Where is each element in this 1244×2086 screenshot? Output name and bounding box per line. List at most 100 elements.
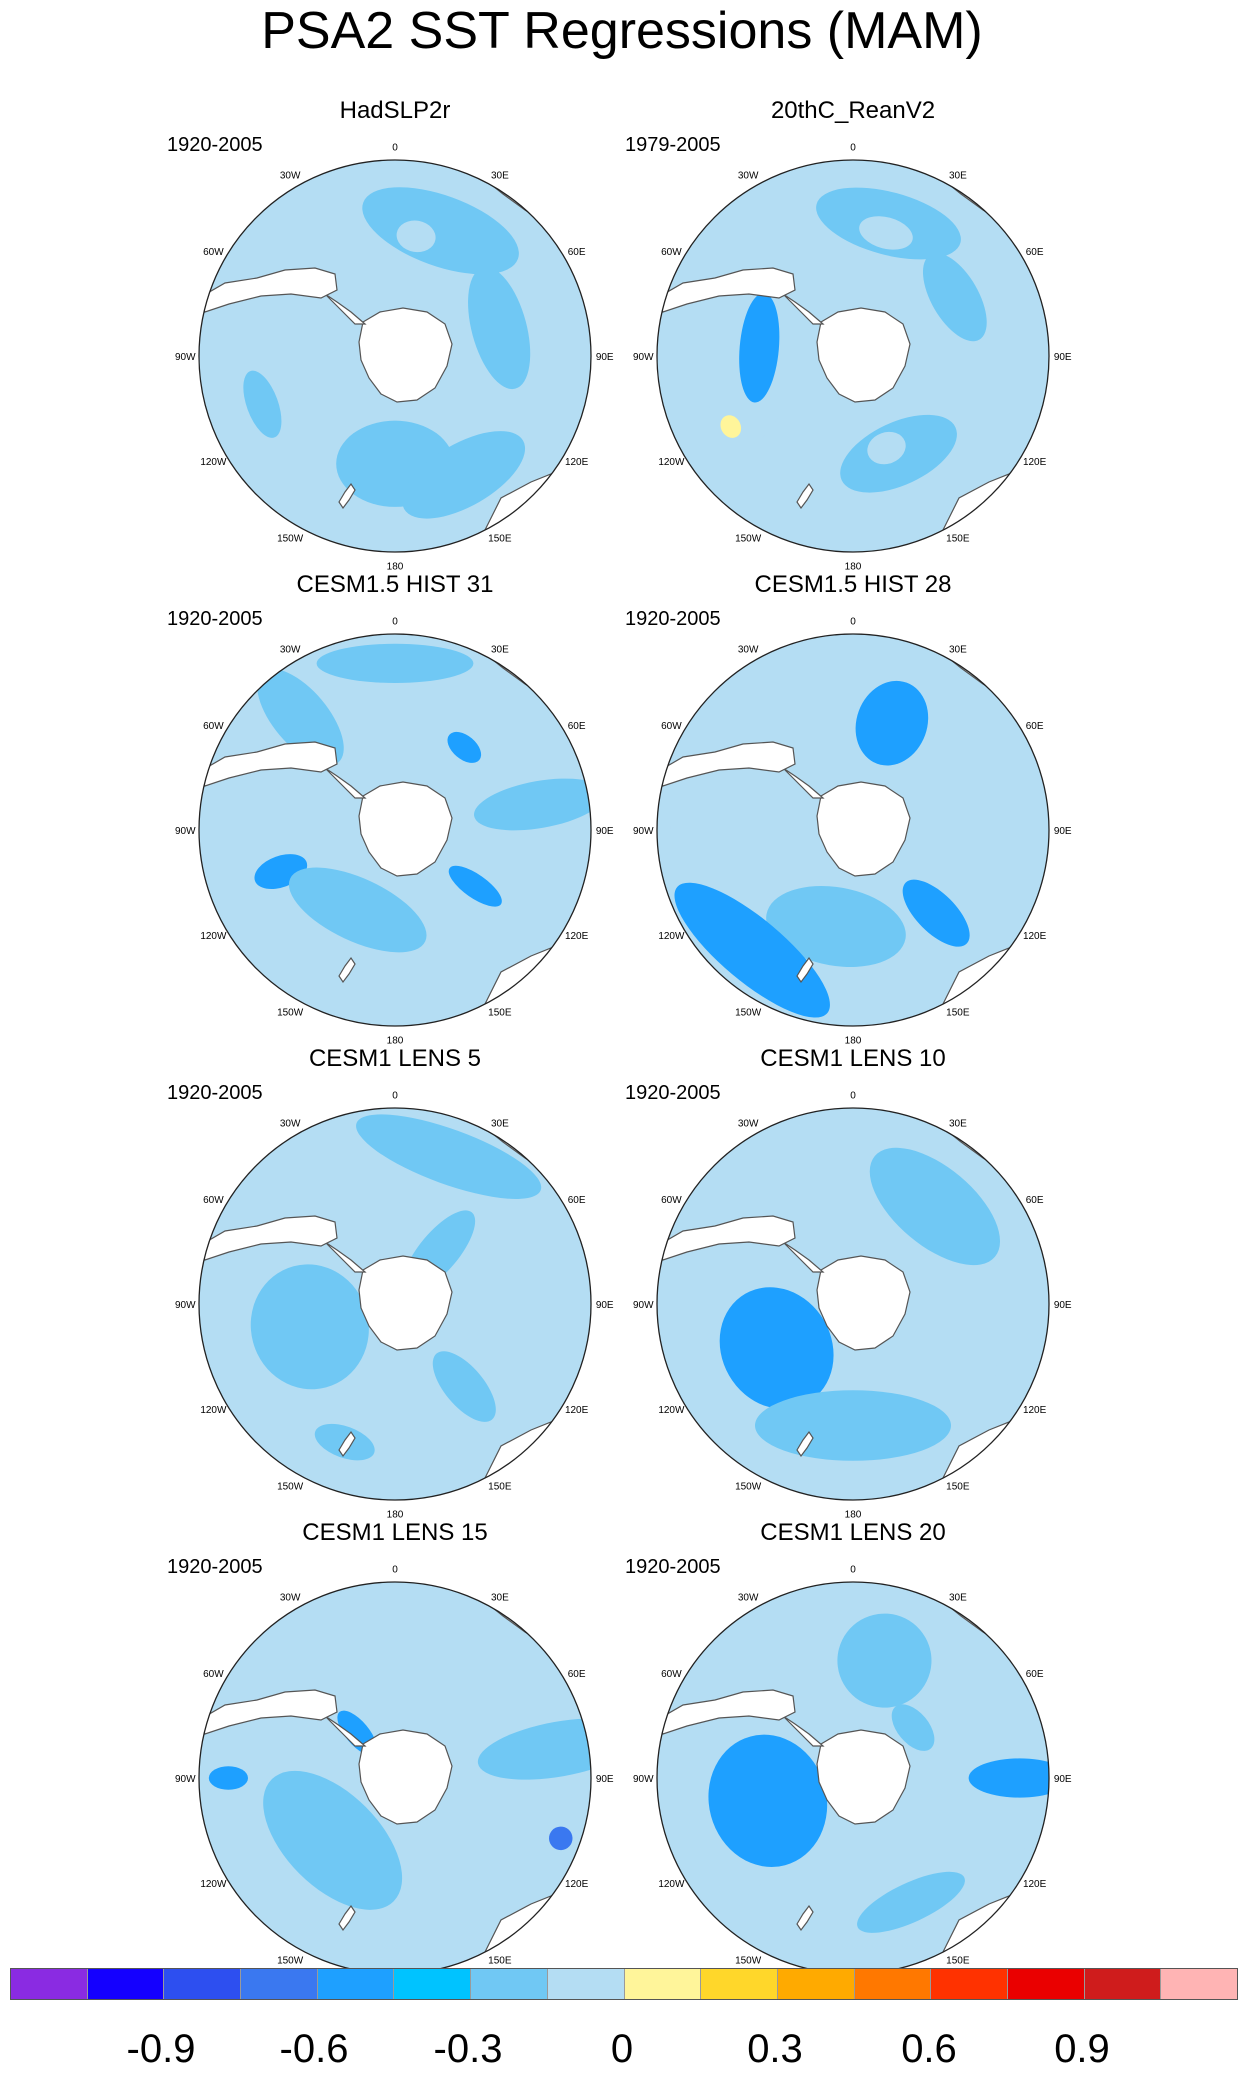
longitude-label: 60E <box>568 1669 586 1680</box>
longitude-label: 120W <box>200 931 227 942</box>
longitude-label: 60W <box>203 721 224 732</box>
longitude-label: 60E <box>1026 1669 1044 1680</box>
sst-anomaly-region <box>243 370 282 438</box>
longitude-label: 90W <box>175 1300 196 1311</box>
panel-title: HadSLP2r <box>339 97 451 124</box>
longitude-label: 120E <box>565 1879 589 1890</box>
land-peninsula <box>782 1715 825 1747</box>
longitude-label: 120E <box>1023 1879 1047 1890</box>
longitude-label: 180 <box>387 1510 404 1521</box>
longitude-label: 120W <box>658 931 685 942</box>
longitude-label: 120W <box>658 1405 685 1416</box>
longitude-label: 0 <box>392 1564 398 1575</box>
longitude-label: 150W <box>735 1008 762 1019</box>
longitude-label: 150E <box>946 1956 970 1967</box>
longitude-label: 30W <box>280 644 301 655</box>
panel-title: 20thC_ReanV2 <box>770 97 936 124</box>
land-newZealand <box>338 1430 356 1458</box>
longitude-label: 90W <box>633 826 654 837</box>
longitude-label: 0 <box>392 616 398 627</box>
colorbar-swatch <box>931 1968 1008 2000</box>
longitude-label: 120W <box>200 1405 227 1416</box>
period-label: 1979-2005 <box>625 134 721 156</box>
land-newZealand <box>796 1430 814 1458</box>
map-border <box>656 633 1050 1027</box>
sst-anomaly-region <box>208 1766 248 1790</box>
longitude-label: 180 <box>387 1036 404 1047</box>
land-peninsula <box>782 1241 825 1273</box>
sst-anomaly-region <box>448 865 502 907</box>
longitude-label: 180 <box>845 1036 862 1047</box>
panel-title: CESM1 LENS 10 <box>760 1045 946 1072</box>
sst-anomaly-region <box>288 867 427 953</box>
colorbar-tick-label: 0.6 <box>901 2027 957 2071</box>
longitude-label: 120W <box>200 1879 227 1890</box>
colorbar-swatch <box>1084 1968 1162 2000</box>
map-border <box>198 633 592 1027</box>
sst-anomaly-region <box>549 1826 573 1851</box>
panel-title: CESM1.5 HIST 31 <box>296 571 494 598</box>
longitude-label: 60W <box>203 247 224 258</box>
longitude-label: 120E <box>565 457 589 468</box>
land-newZealand <box>796 1904 814 1932</box>
sst-anomaly-region <box>474 778 591 831</box>
colorbar-swatch <box>10 1968 88 2000</box>
longitude-label: 0 <box>850 616 856 627</box>
sst-anomaly-region <box>922 253 987 342</box>
map-panel: HadSLP2r 1920-2005 0 30E 60E 90E 120E 150E 180… <box>165 98 625 573</box>
colorbar-tick-label: -0.9 <box>126 2027 196 2071</box>
sst-anomaly-region <box>396 220 436 253</box>
land-southAmerica <box>199 1689 338 1735</box>
longitude-label: 60E <box>1026 247 1044 258</box>
longitude-label: 150E <box>488 1956 512 1967</box>
period-label: 1920-2005 <box>167 1556 263 1578</box>
land-antarctica <box>816 1255 911 1351</box>
longitude-label: 120E <box>1023 457 1047 468</box>
land-southAmerica <box>199 741 338 787</box>
longitude-label: 60W <box>661 247 682 258</box>
longitude-label: 90E <box>1054 1300 1072 1311</box>
longitude-label: 90W <box>633 1774 654 1785</box>
longitude-label: 150E <box>946 1008 970 1019</box>
panel-title: CESM1.5 HIST 28 <box>754 571 952 598</box>
longitude-label: 150W <box>735 1956 762 1967</box>
sst-anomaly-region <box>316 643 474 683</box>
map-panel: CESM1 LENS 20 1920-2005 0 30E 60E 90E 120E 15… <box>623 1520 1083 1995</box>
figure-title: PSA2 SST Regressions (MAM) <box>261 2 983 60</box>
longitude-label: 180 <box>387 562 404 573</box>
longitude-label: 150W <box>735 534 762 545</box>
land-peninsula <box>324 767 367 799</box>
map-panel: CESM1.5 HIST 28 1920-2005 0 30E 60E 90E 120E… <box>623 572 1083 1047</box>
longitude-label: 30W <box>738 1592 759 1603</box>
longitude-label: 120E <box>1023 931 1047 942</box>
colorbar-tick-label: -0.6 <box>279 2027 349 2071</box>
sst-anomaly-region <box>477 1718 591 1780</box>
longitude-label: 0 <box>850 142 856 153</box>
colorbar-swatch <box>777 1968 855 2000</box>
longitude-label: 150E <box>488 1008 512 1019</box>
map-panel: CESM1 LENS 5 1920-2005 0 30E 60E 90E 120E 150… <box>165 1046 625 1521</box>
sst-anomaly-region <box>869 1147 1001 1266</box>
map-panel: 20thC_ReanV2 1979-2005 0 30E 60E 90E 120E 150… <box>623 98 1083 573</box>
sst-anomaly-region <box>857 1871 965 1933</box>
land-newZealand <box>338 1904 356 1932</box>
colorbar-swatch <box>87 1968 165 2000</box>
longitude-label: 60W <box>661 1669 682 1680</box>
longitude-label: 90E <box>596 1300 614 1311</box>
colorbar-swatch <box>1161 1968 1238 2000</box>
sst-anomaly-region <box>674 882 830 1018</box>
land-peninsula <box>324 1715 367 1747</box>
colorbar-tick-label: 0.9 <box>1054 2027 1110 2071</box>
longitude-label: 150W <box>277 534 304 545</box>
map-border <box>198 159 592 553</box>
longitude-label: 30E <box>491 170 509 181</box>
land-antarctica <box>358 1729 453 1825</box>
colorbar-tick-label: -0.3 <box>433 2027 503 2071</box>
panel-title: CESM1 LENS 5 <box>308 1045 482 1072</box>
longitude-label: 90E <box>1054 352 1072 363</box>
period-label: 1920-2005 <box>167 608 263 630</box>
sst-anomaly-region <box>867 431 906 465</box>
